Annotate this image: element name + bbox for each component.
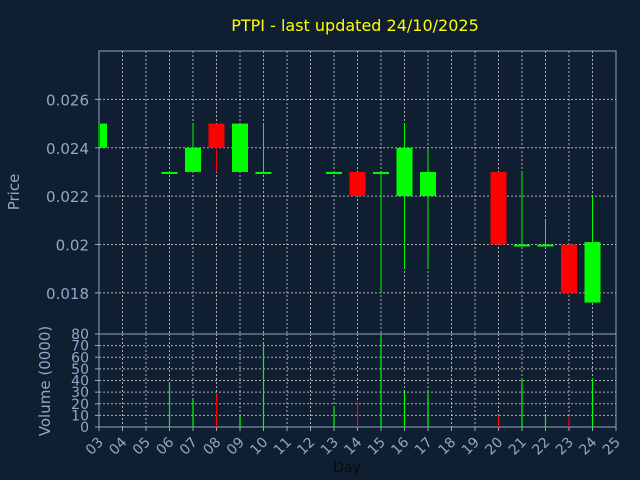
x-tick-label: 14 <box>341 434 365 458</box>
x-tick-label: 08 <box>200 435 224 459</box>
volume-tick-label: 20 <box>71 397 89 413</box>
volume-tick-label: 80 <box>71 327 89 343</box>
candle-body <box>161 171 178 174</box>
candle <box>208 123 225 172</box>
x-axis-ticks: 03 04 05 06 07 08 09 10 11 12 13 14 15 16 17 18 19 20 21 22… <box>83 427 624 458</box>
x-tick-label: 20 <box>482 435 506 459</box>
x-tick-label: 17 <box>412 435 436 459</box>
candle-body <box>208 123 225 148</box>
x-tick-label: 07 <box>177 435 201 459</box>
x-tick-label: 13 <box>318 435 342 459</box>
candle-body <box>349 171 366 197</box>
price-axis-ticks: 0.026 0.024 0.022 0.02 0.018 <box>46 91 99 303</box>
candles <box>98 123 601 303</box>
candle <box>98 123 107 148</box>
candle <box>373 171 389 293</box>
x-tick-label: 10 <box>247 435 271 459</box>
price-tick-label: 0.026 <box>46 91 89 109</box>
candle <box>584 196 601 303</box>
candle-body <box>185 147 201 172</box>
x-tick-label: 22 <box>529 435 553 459</box>
candle-body <box>373 171 389 174</box>
x-tick-label: 25 <box>600 435 624 459</box>
volume-tick-label: 60 <box>71 350 89 366</box>
x-tick-label: 04 <box>106 434 130 458</box>
candle <box>349 171 366 197</box>
x-tick-label: 12 <box>294 435 318 459</box>
x-axis-label: Day <box>333 460 361 476</box>
candle-body <box>255 171 272 174</box>
x-tick-label: 16 <box>388 434 412 458</box>
candle <box>514 171 530 247</box>
x-tick-label: 24 <box>576 434 600 458</box>
volume-bars <box>168 336 594 427</box>
candle-body <box>420 171 436 197</box>
x-tick-label: 05 <box>130 435 154 459</box>
candle <box>232 123 248 172</box>
candle-body <box>232 123 248 172</box>
candle <box>326 171 342 174</box>
candle <box>255 123 272 174</box>
volume-tick-label: 10 <box>71 408 89 424</box>
candle <box>396 123 413 269</box>
candle-body <box>514 244 530 247</box>
candle <box>185 123 201 172</box>
x-tick-label: 11 <box>271 435 295 459</box>
price-tick-label: 0.022 <box>46 188 89 206</box>
volume-axis-label: Volume (0000) <box>36 326 54 436</box>
y-axis-label: Price <box>5 174 23 211</box>
volume-tick-label: 30 <box>71 385 89 401</box>
candle-body <box>396 147 413 197</box>
price-tick-label: 0.018 <box>46 285 89 303</box>
x-tick-label: 18 <box>435 435 459 459</box>
candle-body <box>490 171 507 245</box>
price-tick-label: 0.024 <box>46 140 89 158</box>
volume-tick-label: 40 <box>71 374 89 390</box>
x-tick-label: 15 <box>365 435 389 459</box>
x-tick-label: 19 <box>459 435 483 459</box>
candle-body <box>584 242 601 303</box>
x-tick-label: 09 <box>224 435 248 459</box>
candle-body <box>537 244 554 247</box>
volume-tick-label: 0 <box>80 420 89 436</box>
candle <box>420 147 436 269</box>
candle <box>561 244 577 293</box>
candle <box>161 171 178 174</box>
volume-tick-label: 70 <box>71 339 89 355</box>
candle-body <box>100 123 107 148</box>
volume-tick-label: 50 <box>71 362 89 378</box>
x-tick-label: 23 <box>553 435 577 459</box>
candle <box>537 220 554 247</box>
candle-body <box>326 171 342 174</box>
x-tick-label: 03 <box>83 435 107 459</box>
x-tick-label: 06 <box>153 434 177 458</box>
chart-title: PTPI - last updated 24/10/2025 <box>231 16 479 35</box>
candle-body <box>561 244 577 293</box>
x-tick-label: 21 <box>506 435 530 459</box>
price-tick-label: 0.02 <box>56 237 89 255</box>
candle <box>490 171 507 245</box>
